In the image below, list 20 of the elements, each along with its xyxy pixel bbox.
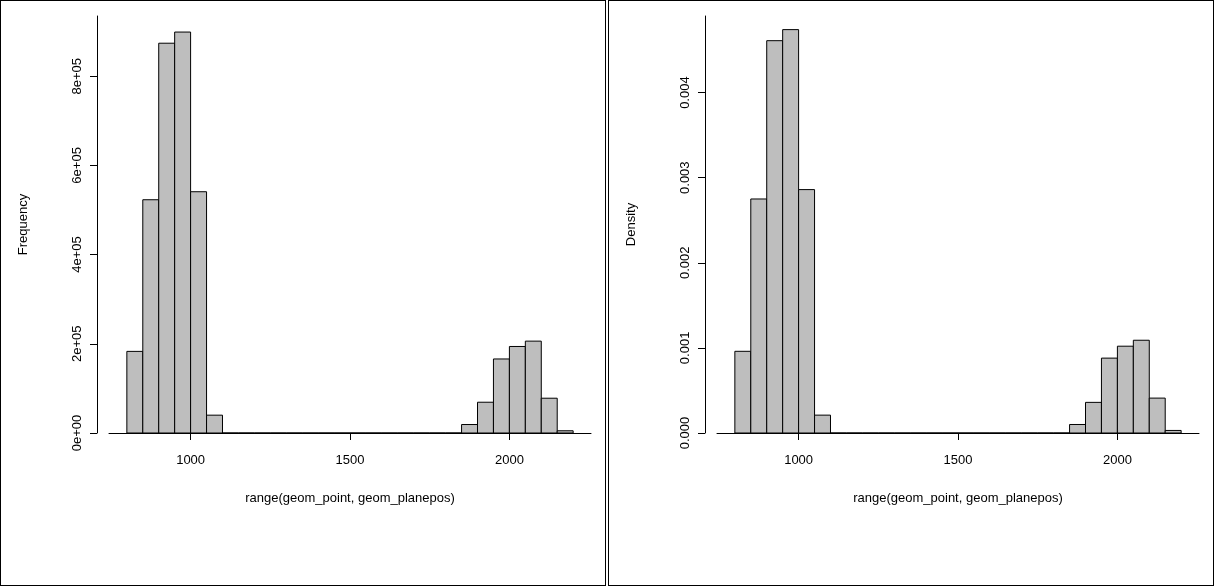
y-tick-label: 0.003 xyxy=(677,161,692,194)
x-axis-title: range(geom_point, geom_planepos) xyxy=(245,490,455,505)
y-tick-label: 4e+05 xyxy=(69,236,84,273)
x-tick-label: 1000 xyxy=(784,452,814,467)
y-tick-label: 0.004 xyxy=(677,76,692,109)
y-tick-label: 0.002 xyxy=(677,246,692,280)
y-tick-label: 0.000 xyxy=(677,416,692,450)
y-tick-label: 8e+05 xyxy=(69,57,84,95)
y-tick-label: 0.001 xyxy=(677,331,692,365)
x-tick-label: 1500 xyxy=(943,452,973,467)
y-axis-title: Frequency xyxy=(15,193,30,256)
x-axis-title: range(geom_point, geom_planepos) xyxy=(853,490,1063,505)
y-axis-title: Density xyxy=(623,202,638,247)
x-tick-label: 2000 xyxy=(494,452,524,467)
y-tick-label: 2e+05 xyxy=(69,325,84,363)
x-tick-label: 2000 xyxy=(1102,452,1132,467)
x-tick-label: 1500 xyxy=(335,452,365,467)
x-tick-label: 1000 xyxy=(176,452,206,467)
y-tick-label: 0e+00 xyxy=(69,414,84,452)
y-tick-label: 6e+05 xyxy=(69,147,84,184)
